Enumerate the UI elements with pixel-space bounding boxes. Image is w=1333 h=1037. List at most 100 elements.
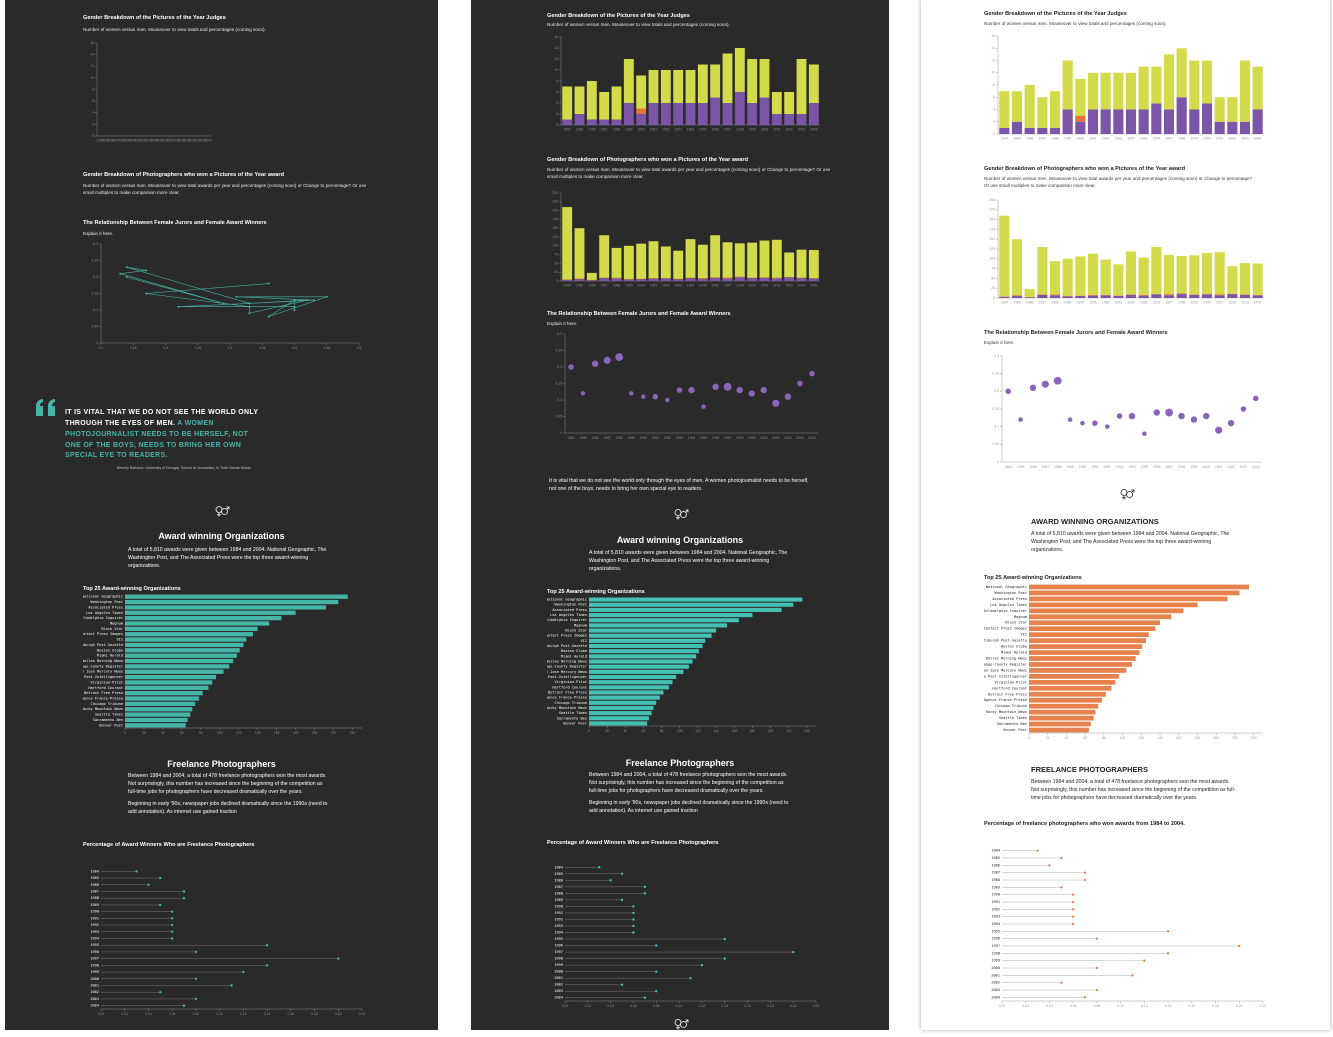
- x-tick-label: 1989: [1066, 465, 1074, 469]
- x-tick-label: 0.12: [240, 1012, 247, 1016]
- dot: [620, 983, 624, 986]
- category-label: 1986: [554, 878, 563, 882]
- category-label: Magnum: [574, 623, 587, 627]
- x-tick-label: 2002: [785, 283, 793, 287]
- section-paragraph: A total of 5,810 awards were given betwe…: [1031, 531, 1230, 553]
- category-label: Washington Post: [555, 603, 587, 607]
- y-tick-label: 0.1: [994, 425, 999, 429]
- bar: [125, 632, 253, 637]
- category-label: 2003: [90, 997, 99, 1001]
- y-tick-label: 0: [993, 132, 995, 136]
- category-label: 2003: [991, 988, 1000, 992]
- bubble: [1227, 419, 1235, 427]
- x-tick-label: 1986: [107, 138, 115, 142]
- chart-title: Gender Breakdown of the Pictures of the …: [547, 13, 690, 19]
- x-tick-label: 0.45: [323, 346, 330, 350]
- y-tick-label: 6: [556, 90, 558, 94]
- category-label: Sacramento Bee: [93, 718, 123, 722]
- bubble: [603, 356, 611, 364]
- x-tick-label: 1991: [650, 127, 658, 131]
- x-tick-label: 1986: [588, 283, 596, 287]
- x-tick-label: 2000: [1203, 300, 1211, 304]
- point: [293, 299, 296, 302]
- x-tick-label: 1999: [748, 127, 756, 131]
- x-tick-label: 2003: [1240, 465, 1248, 469]
- bar-segment: [1011, 239, 1023, 296]
- category-label: Sacramento Bee: [557, 716, 587, 720]
- x-tick-label: 2004: [1254, 300, 1262, 304]
- bar-segment: [1011, 91, 1023, 122]
- bar: [125, 707, 193, 712]
- bar-segment: [1189, 109, 1200, 134]
- y-tick-label: 12: [554, 57, 558, 61]
- x-tick-label: 1990: [1079, 465, 1087, 469]
- y-tick-label: 50: [991, 276, 995, 280]
- x-tick-label: 240: [350, 731, 356, 735]
- category-label: Detroit Free Press: [84, 691, 123, 695]
- bubble: [1104, 424, 1110, 429]
- category-label: Seattle Times: [559, 711, 587, 715]
- x-tick-label: 40: [623, 729, 627, 733]
- y-tick-label: 0.2: [93, 275, 98, 279]
- x-tick-label: 1989: [627, 436, 635, 440]
- x-tick-label: 2002: [194, 138, 202, 142]
- y-tick-label: 14: [90, 53, 94, 57]
- category-label: 1992: [554, 917, 563, 921]
- x-tick-label: 2004: [810, 127, 818, 131]
- y-tick-label: 0.1: [93, 308, 98, 312]
- point: [119, 272, 122, 275]
- x-tick-label: 2003: [798, 127, 806, 131]
- dot: [723, 937, 726, 941]
- x-tick-label: 1987: [1042, 465, 1050, 469]
- category-label: Seattle Times: [999, 716, 1027, 720]
- bar-segment: [623, 245, 634, 280]
- x-tick-label: 1998: [172, 138, 180, 142]
- bubble: [772, 399, 780, 407]
- dot: [655, 970, 658, 973]
- chart-title: The Relationship Between Female Jurors a…: [984, 330, 1168, 336]
- x-tick-label: 0.3: [228, 346, 233, 350]
- bar-segment: [722, 53, 733, 103]
- section-paragraph: A total of 5,810 awards were given betwe…: [128, 547, 327, 569]
- x-tick-label: 60: [180, 731, 184, 735]
- chart-description: Number of women versus men. Mouseover to…: [547, 167, 831, 179]
- category-label: Los Angeles Times: [990, 603, 1027, 607]
- bar-segment: [1176, 97, 1187, 134]
- bar: [1029, 596, 1228, 602]
- horizontal-bar-chart: 0 20 40 60 80 100 120 140 160 180 200 220 240 Nationa…: [547, 597, 816, 733]
- bar-segment: [771, 278, 782, 281]
- category-label: Seattle Post-Intelligencer: [984, 674, 1028, 678]
- x-tick-label: 1998: [1178, 136, 1186, 140]
- x-tick-label: 1995: [1140, 136, 1148, 140]
- bar-segment: [796, 278, 807, 281]
- bar-segment: [1239, 263, 1251, 295]
- bar-segment: [586, 81, 597, 120]
- bar-segment: [710, 64, 721, 98]
- y-tick-label: 10: [554, 68, 558, 72]
- bar-segment: [1075, 121, 1086, 134]
- bubble: [1165, 408, 1174, 417]
- bar-segment: [586, 280, 597, 281]
- chart-title: Top 25 Award-winning Organizations: [547, 589, 645, 595]
- bar-segment: [660, 70, 671, 103]
- gender-icon: [1120, 489, 1135, 500]
- category-label: Chicago Tribune: [555, 701, 587, 705]
- x-tick-label: 1985: [1017, 465, 1025, 469]
- category-label: 1999: [991, 959, 1000, 963]
- bar-segment: [636, 114, 647, 125]
- x-tick-label: 1998: [1178, 465, 1186, 469]
- x-tick-label: 1990: [640, 436, 648, 440]
- bar-segment: [599, 119, 610, 125]
- x-tick-label: 1991: [1091, 465, 1099, 469]
- x-tick-label: 0.06: [1070, 1004, 1077, 1008]
- bar-segment: [599, 92, 610, 120]
- bar-segment: [673, 103, 684, 125]
- male-symbol: [1126, 491, 1133, 498]
- category-label: Rocky Mountain News: [83, 707, 123, 711]
- dot: [1083, 871, 1087, 874]
- x-tick-label: 20: [1046, 736, 1050, 740]
- dot: [1095, 966, 1099, 970]
- stacked-bar-chart: 0 2 4 6 8 10 12 14 16 1984 1985 1986 1987 1988 1989 199…: [991, 34, 1264, 140]
- female-cross: [217, 512, 221, 517]
- x-tick-label: 1999: [1190, 465, 1198, 469]
